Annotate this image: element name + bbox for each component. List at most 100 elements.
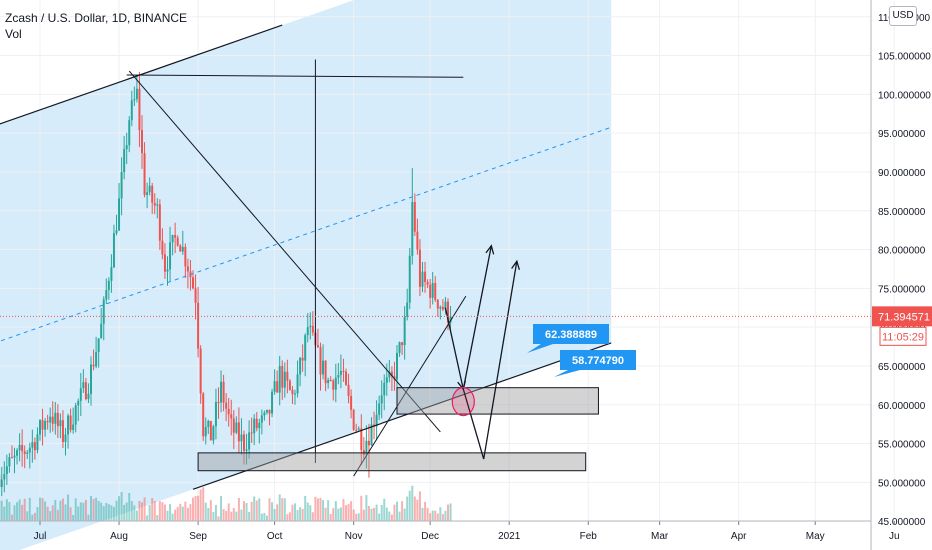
volume-bar xyxy=(253,496,256,521)
volume-bar xyxy=(227,503,230,521)
candle-body xyxy=(447,301,449,323)
currency-button[interactable]: USD xyxy=(889,6,917,26)
volume-bar xyxy=(49,511,52,521)
top-horizontal-line xyxy=(126,74,464,78)
candle-body xyxy=(370,424,373,446)
channel-lower-line xyxy=(192,342,612,490)
volume-bar xyxy=(110,505,113,521)
candle-body xyxy=(401,342,404,346)
volume-bar xyxy=(46,506,49,521)
volume-bar xyxy=(337,508,340,521)
candle-body xyxy=(95,352,98,367)
candle-body xyxy=(350,396,353,410)
volume-bar xyxy=(151,498,154,521)
candle-body xyxy=(268,409,271,414)
candle-body xyxy=(413,202,416,232)
candle-body xyxy=(118,198,121,231)
x-tick-label-1: Aug xyxy=(110,531,128,542)
volume-bar xyxy=(148,504,151,521)
volume-bar xyxy=(207,508,210,521)
candle-body xyxy=(424,271,427,282)
candle-body xyxy=(92,364,95,367)
candle-body xyxy=(18,444,21,451)
volume-bar xyxy=(398,511,401,521)
x-tick-label-9: Apr xyxy=(731,531,747,542)
candle-body xyxy=(87,393,90,400)
volume-bar xyxy=(18,499,21,521)
candle-body xyxy=(181,246,184,252)
candle-body xyxy=(79,388,82,401)
candle-body xyxy=(222,381,225,403)
candle-body xyxy=(156,204,159,206)
volume-bar xyxy=(283,498,286,521)
x-tick-label-0: Jul xyxy=(34,531,47,542)
candle-body xyxy=(378,403,381,415)
volume-bar xyxy=(245,503,248,521)
volume-bar xyxy=(153,501,156,521)
candle-body xyxy=(396,352,398,380)
x-tick-label-11: Ju xyxy=(889,531,900,542)
last-price-text: 71.394571 xyxy=(878,311,930,323)
candle-body xyxy=(243,434,245,451)
candle-body xyxy=(49,416,52,423)
volume-bar xyxy=(202,487,205,521)
arrowhead-up-a xyxy=(485,244,495,255)
x-tick-label-10: May xyxy=(806,531,825,542)
candle-body xyxy=(31,442,34,448)
y-tick-label-11: 100.000000 xyxy=(878,90,931,101)
volume-bar xyxy=(102,506,105,521)
volume-bar xyxy=(97,500,100,521)
volume-bar xyxy=(92,498,95,521)
volume-bar xyxy=(309,505,312,521)
x-tick-label-4: Nov xyxy=(345,531,363,542)
volume-bar xyxy=(192,497,194,521)
volume-bar xyxy=(214,504,217,521)
volume-bar xyxy=(181,506,184,521)
candle-body xyxy=(380,395,383,404)
candle-body xyxy=(54,412,57,424)
candle-body xyxy=(334,377,337,390)
volume-bar xyxy=(230,511,233,521)
volume-bar xyxy=(158,501,161,521)
candle-body xyxy=(0,479,3,488)
candle-body xyxy=(276,381,279,393)
candle-body xyxy=(299,357,302,375)
candle-body xyxy=(209,420,212,441)
volume-bar xyxy=(339,507,342,521)
candle-body xyxy=(176,237,179,246)
candle-body xyxy=(294,393,296,395)
candle-body xyxy=(306,327,309,336)
y-tick-label-0: 45.000000 xyxy=(878,517,926,528)
candle-body xyxy=(316,344,319,348)
candle-body xyxy=(240,434,243,442)
volume-bar xyxy=(436,513,439,521)
volume-bar xyxy=(237,497,240,521)
countdown-text: 11:05:29 xyxy=(882,331,924,343)
candle-body xyxy=(192,277,194,289)
candle-body xyxy=(212,426,215,441)
volume-bar xyxy=(84,499,87,521)
volume-bar xyxy=(403,508,406,521)
down-trendline xyxy=(128,70,441,433)
candle-body xyxy=(411,202,414,256)
candle-body xyxy=(385,377,388,383)
volume-bar xyxy=(74,498,77,521)
volume-bar xyxy=(31,514,34,521)
volume-bar xyxy=(378,513,381,521)
candle-body xyxy=(444,301,447,310)
x-tick-label-8: Mar xyxy=(651,531,669,542)
volume-bar xyxy=(184,501,187,521)
candle-body xyxy=(408,255,411,303)
volume-bar xyxy=(350,501,353,521)
volume-bar xyxy=(401,501,404,521)
volume-bar xyxy=(393,504,396,521)
candle-body xyxy=(16,450,19,456)
volume-bar xyxy=(5,499,8,521)
candle-body xyxy=(169,242,172,270)
candle-body xyxy=(431,282,434,298)
candle-body xyxy=(100,323,103,339)
candle-body xyxy=(163,254,166,272)
volume-bar xyxy=(90,496,92,521)
